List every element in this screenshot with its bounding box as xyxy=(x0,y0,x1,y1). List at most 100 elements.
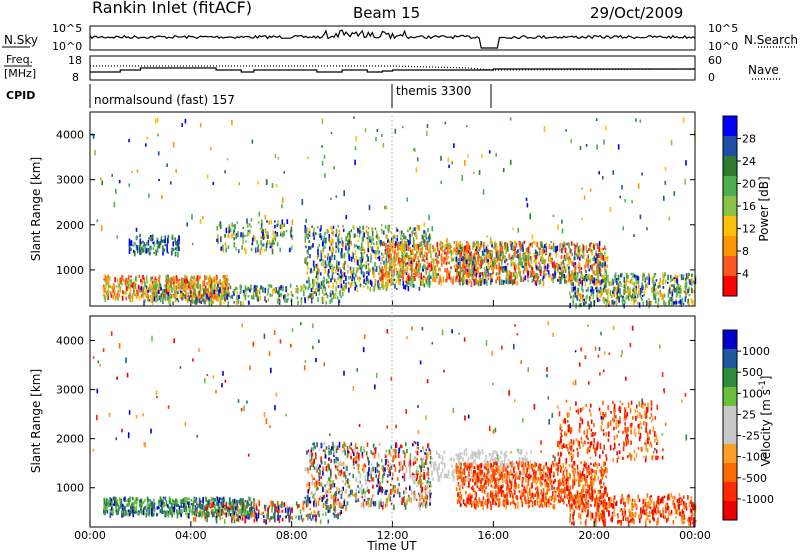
power-cell xyxy=(520,244,523,250)
power-cell xyxy=(663,195,665,201)
power-cell xyxy=(226,284,229,287)
power-cell xyxy=(369,279,372,285)
power-cell xyxy=(564,247,567,253)
velocity-cell xyxy=(322,486,324,493)
power-cell xyxy=(167,237,169,244)
power-cell xyxy=(392,238,394,245)
velocity-cell xyxy=(147,507,149,511)
velocity-cell xyxy=(327,509,330,513)
power-cell xyxy=(554,271,556,276)
power-cell xyxy=(408,277,410,282)
velocity-cell xyxy=(343,498,346,502)
power-cell xyxy=(216,281,219,286)
velocity-cell xyxy=(397,452,400,459)
power-cell xyxy=(427,228,429,233)
power-cell xyxy=(307,276,310,282)
velocity-cell xyxy=(399,445,401,452)
power-cell xyxy=(286,300,288,303)
velocity-cell xyxy=(148,512,150,517)
power-cell xyxy=(488,266,490,270)
velocity-cell xyxy=(164,496,167,501)
power-cell xyxy=(599,248,602,254)
power-cell xyxy=(407,260,410,267)
power-cell xyxy=(296,296,299,300)
velocity-cell xyxy=(115,506,117,509)
power-cell xyxy=(359,257,362,261)
power-cell xyxy=(204,274,206,278)
power-cell xyxy=(457,242,460,248)
power-cell xyxy=(418,251,421,256)
power-cell xyxy=(318,287,320,292)
power-cell xyxy=(277,157,280,160)
power-cell xyxy=(199,288,202,293)
power-cell xyxy=(210,281,213,285)
power-cell xyxy=(548,275,551,278)
power-cell xyxy=(592,242,595,247)
power-cell xyxy=(409,228,411,231)
power-cell xyxy=(675,300,678,305)
power-cell xyxy=(594,300,596,304)
power-cell xyxy=(197,293,199,300)
power-cell xyxy=(483,279,486,285)
velocity-cell xyxy=(394,466,397,473)
power-cell xyxy=(516,250,518,255)
power-cell xyxy=(158,286,160,290)
power-cell xyxy=(573,276,575,281)
power-cell xyxy=(466,274,468,278)
power-cell xyxy=(481,251,484,255)
power-cell xyxy=(267,298,270,302)
power-cell xyxy=(191,295,194,300)
velocity-cell xyxy=(297,504,299,508)
power-cell xyxy=(651,287,653,293)
velocity-cell xyxy=(178,509,180,515)
power-cell xyxy=(377,246,379,250)
power-cell xyxy=(322,259,324,263)
power-cell xyxy=(136,235,138,239)
power-cell xyxy=(399,237,402,240)
power-colorbar-label: 12 xyxy=(742,223,756,236)
power-cell xyxy=(487,255,489,260)
power-cell xyxy=(510,277,513,282)
velocity-cell xyxy=(318,472,320,476)
power-cell xyxy=(612,291,614,294)
power-cell xyxy=(611,278,614,283)
power-colorbar-swatch xyxy=(723,216,737,237)
power-cell xyxy=(173,281,175,285)
velocity-cell xyxy=(315,519,317,523)
power-cell xyxy=(121,283,123,286)
power-cell xyxy=(491,260,494,266)
velocity-cell xyxy=(403,495,406,502)
power-cell xyxy=(131,296,134,303)
power-cell xyxy=(157,288,160,292)
power-cell xyxy=(255,291,257,297)
power-cell xyxy=(335,249,337,253)
power-cell xyxy=(353,116,355,119)
power-cell xyxy=(128,138,130,143)
power-cell xyxy=(648,277,651,281)
power-cell xyxy=(426,276,429,280)
power-cell xyxy=(595,118,598,121)
power-cell xyxy=(335,264,338,270)
power-cell xyxy=(409,236,411,242)
power-cell xyxy=(353,233,356,238)
power-cell xyxy=(316,256,319,260)
power-cell xyxy=(281,219,284,225)
power-cell xyxy=(659,290,661,294)
power-cell xyxy=(476,261,479,266)
power-cell xyxy=(305,233,308,238)
power-cell xyxy=(675,298,677,301)
power-cell xyxy=(442,245,444,249)
power-cell xyxy=(148,299,151,302)
power-cell xyxy=(103,274,106,281)
power-cell xyxy=(350,229,353,233)
velocity-cell xyxy=(233,511,236,516)
power-cell xyxy=(582,245,585,251)
power-cell xyxy=(216,297,218,302)
power-cell xyxy=(328,234,331,239)
power-cell xyxy=(136,290,139,296)
velocity-cell xyxy=(217,512,220,517)
power-cell xyxy=(596,276,599,281)
power-cell xyxy=(464,279,467,282)
velocity-cell xyxy=(113,500,116,506)
power-cell xyxy=(501,253,504,258)
